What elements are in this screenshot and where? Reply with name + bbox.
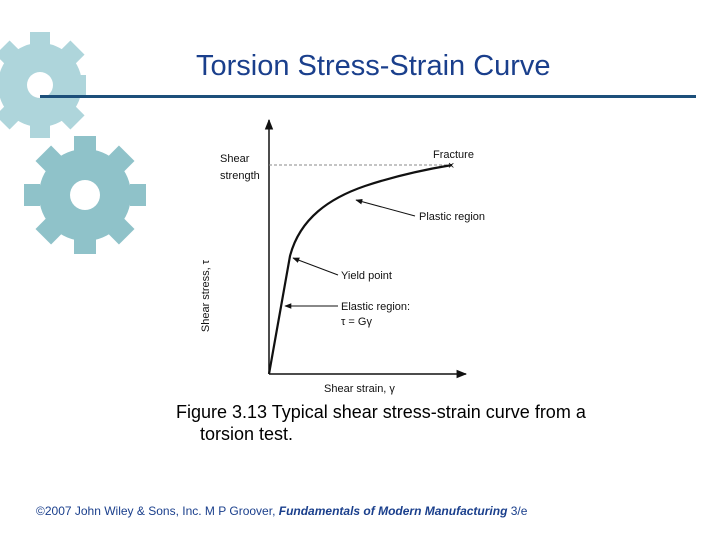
caption-line-2: torsion test. bbox=[200, 424, 294, 444]
gear-icon bbox=[24, 136, 146, 254]
slide-title: Torsion Stress-Strain Curve bbox=[196, 50, 551, 82]
copyright-footer: ©2007 John Wiley & Sons, Inc. M P Groove… bbox=[36, 504, 527, 518]
gear-icon bbox=[0, 32, 86, 138]
title-divider bbox=[40, 95, 696, 98]
shear-strength-label: strength bbox=[220, 170, 260, 182]
figure-caption: Figure 3.13 Typical shear stress‑strain … bbox=[176, 401, 696, 445]
elastic-region-label: Elastic region: bbox=[341, 301, 410, 313]
footer-prefix: ©2007 John Wiley & Sons, Inc. M P Groove… bbox=[36, 504, 279, 518]
plastic-region-arrow bbox=[355, 198, 416, 217]
caption-line-1: Figure 3.13 Typical shear stress‑strain … bbox=[176, 402, 586, 422]
yield-point-arrow bbox=[292, 257, 339, 276]
plastic-region-label: Plastic region bbox=[419, 211, 485, 223]
stress-strain-curve bbox=[267, 163, 453, 375]
shear-strength-label: Shear bbox=[220, 153, 250, 165]
fracture-label: Fracture bbox=[433, 149, 474, 161]
decorative-gears bbox=[0, 32, 146, 254]
footer-suffix: 3/e bbox=[507, 504, 528, 518]
x-axis-label: Shear strain, γ bbox=[324, 383, 395, 395]
stress-strain-figure: × Shear strength Shear stress, τ Shear s… bbox=[200, 118, 485, 395]
y-axis-label: Shear stress, τ bbox=[200, 259, 212, 332]
elastic-formula-label: τ = Gγ bbox=[341, 316, 372, 328]
fracture-mark: × bbox=[448, 160, 454, 172]
yield-point-label: Yield point bbox=[341, 270, 392, 282]
footer-book-title: Fundamentals of Modern Manufacturing bbox=[278, 504, 508, 518]
